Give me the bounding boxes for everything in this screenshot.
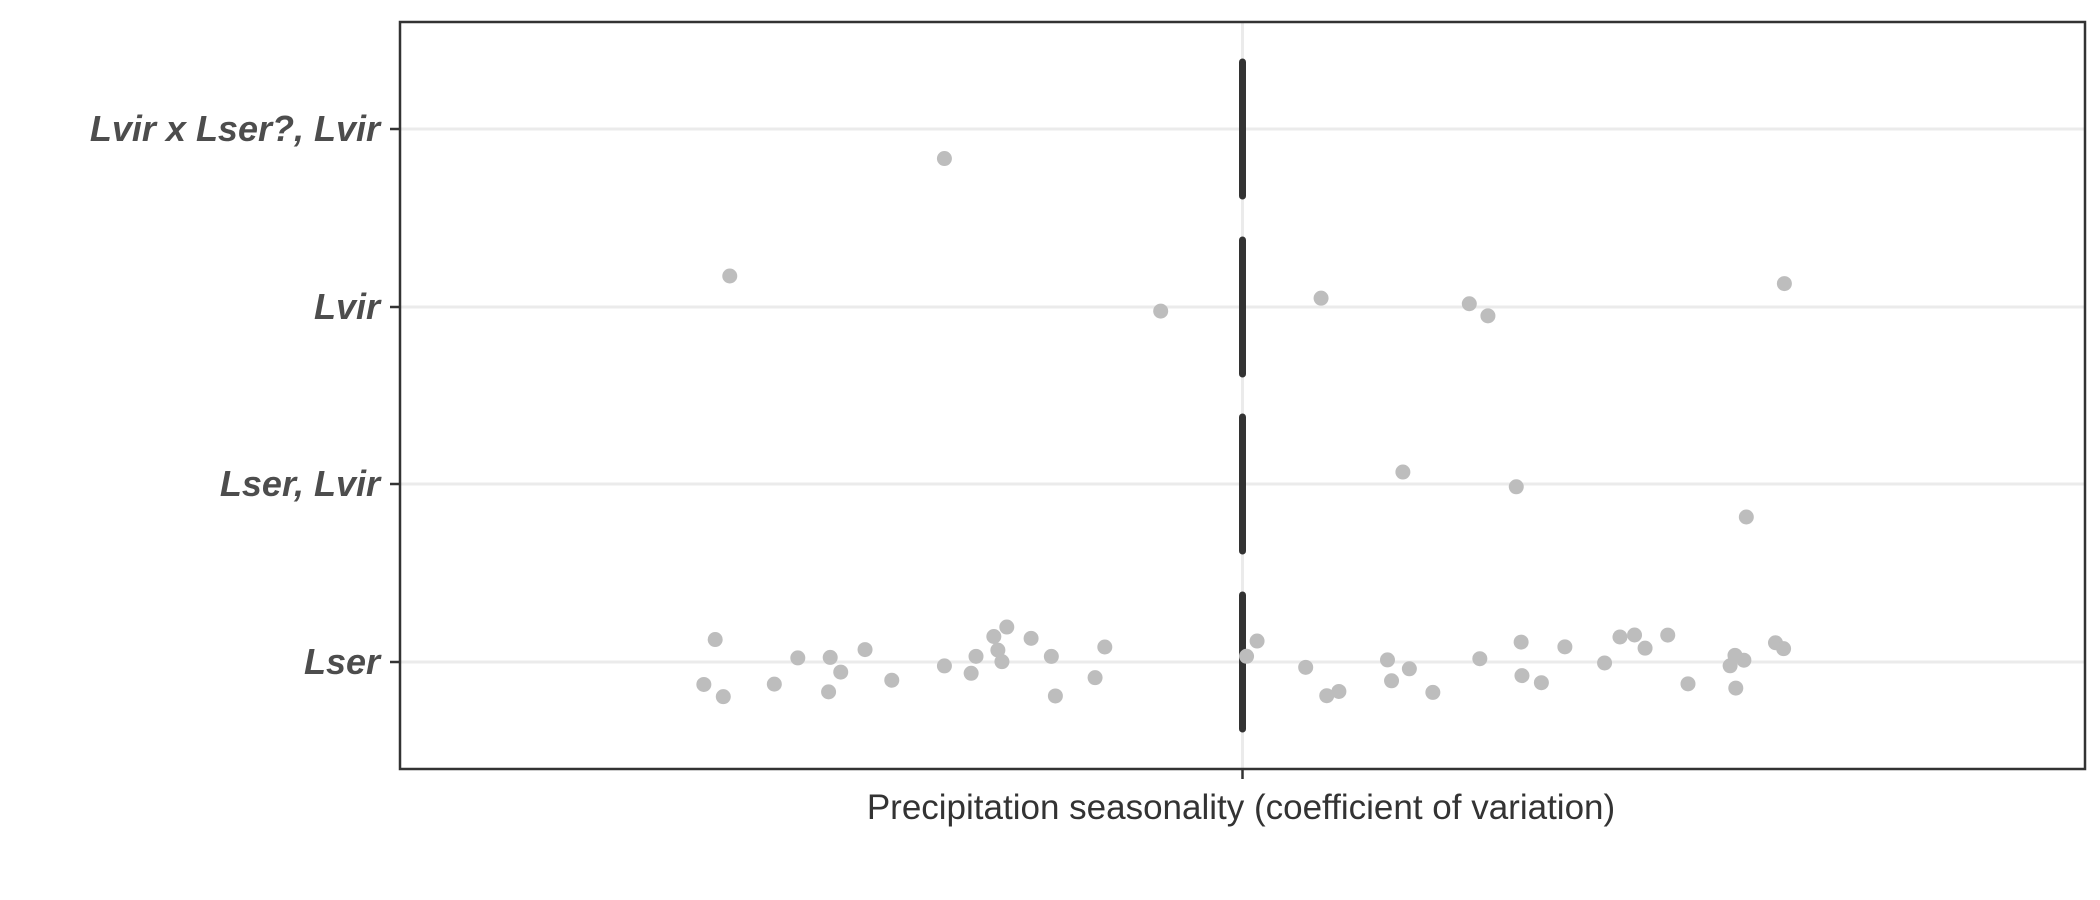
data-point bbox=[766, 676, 782, 692]
data-point bbox=[999, 619, 1015, 635]
data-point bbox=[1043, 648, 1059, 664]
data-point bbox=[986, 629, 1002, 645]
data-point bbox=[1728, 680, 1744, 696]
data-point bbox=[1395, 464, 1411, 480]
data-point bbox=[1680, 676, 1696, 692]
data-point bbox=[1087, 670, 1103, 686]
data-point bbox=[1472, 651, 1488, 667]
x-axis-title: Precipitation seasonality (coefficient o… bbox=[867, 788, 1615, 827]
data-point bbox=[715, 689, 731, 705]
data-point bbox=[1660, 627, 1676, 643]
data-point bbox=[1637, 640, 1653, 656]
data-point bbox=[1736, 652, 1752, 668]
data-point bbox=[821, 684, 837, 700]
data-point bbox=[722, 268, 738, 284]
y-axis: Lser Lser, Lvir Lvir Lvir x Lser?, Lvir bbox=[90, 108, 400, 682]
data-point bbox=[1097, 639, 1113, 655]
data-point bbox=[1384, 673, 1400, 689]
data-point bbox=[1047, 688, 1063, 704]
data-point bbox=[1023, 630, 1039, 646]
data-point bbox=[857, 642, 873, 658]
data-point bbox=[707, 632, 723, 648]
data-point bbox=[1557, 639, 1573, 655]
data-point bbox=[696, 676, 712, 692]
data-point bbox=[936, 151, 952, 167]
data-point bbox=[1738, 509, 1754, 525]
y-tick-label-4: Lvir x Lser?, Lvir bbox=[90, 108, 382, 149]
data-point bbox=[1461, 296, 1477, 312]
data-point bbox=[1480, 308, 1496, 324]
data-point bbox=[1249, 633, 1265, 649]
y-tick-label-2: Lser, Lvir bbox=[220, 463, 382, 504]
data-point bbox=[1597, 655, 1613, 671]
data-point bbox=[884, 672, 900, 688]
data-point bbox=[963, 665, 979, 681]
data-point bbox=[1508, 479, 1524, 495]
data-point bbox=[1153, 303, 1169, 319]
data-point bbox=[968, 648, 984, 664]
data-point bbox=[1513, 634, 1529, 650]
data-point bbox=[1319, 688, 1335, 704]
data-point bbox=[1627, 627, 1643, 643]
data-point bbox=[936, 658, 952, 674]
data-point bbox=[990, 642, 1006, 658]
data-point bbox=[1313, 290, 1329, 306]
data-point bbox=[1379, 652, 1395, 668]
data-point bbox=[1298, 659, 1314, 675]
y-tick-label-3: Lvir bbox=[314, 286, 382, 327]
data-point bbox=[1514, 668, 1530, 684]
data-point bbox=[1533, 675, 1549, 691]
data-points bbox=[696, 151, 1792, 705]
data-point bbox=[1776, 641, 1792, 657]
data-point bbox=[833, 664, 849, 680]
data-point bbox=[1776, 276, 1792, 292]
data-point bbox=[994, 654, 1010, 670]
data-point bbox=[822, 649, 838, 665]
data-point bbox=[790, 650, 806, 666]
data-point bbox=[1612, 629, 1628, 645]
y-tick-label-1: Lser bbox=[304, 641, 382, 682]
data-point bbox=[1239, 648, 1255, 664]
data-point bbox=[1425, 684, 1441, 700]
data-point bbox=[1331, 683, 1347, 699]
data-point bbox=[1401, 661, 1417, 677]
